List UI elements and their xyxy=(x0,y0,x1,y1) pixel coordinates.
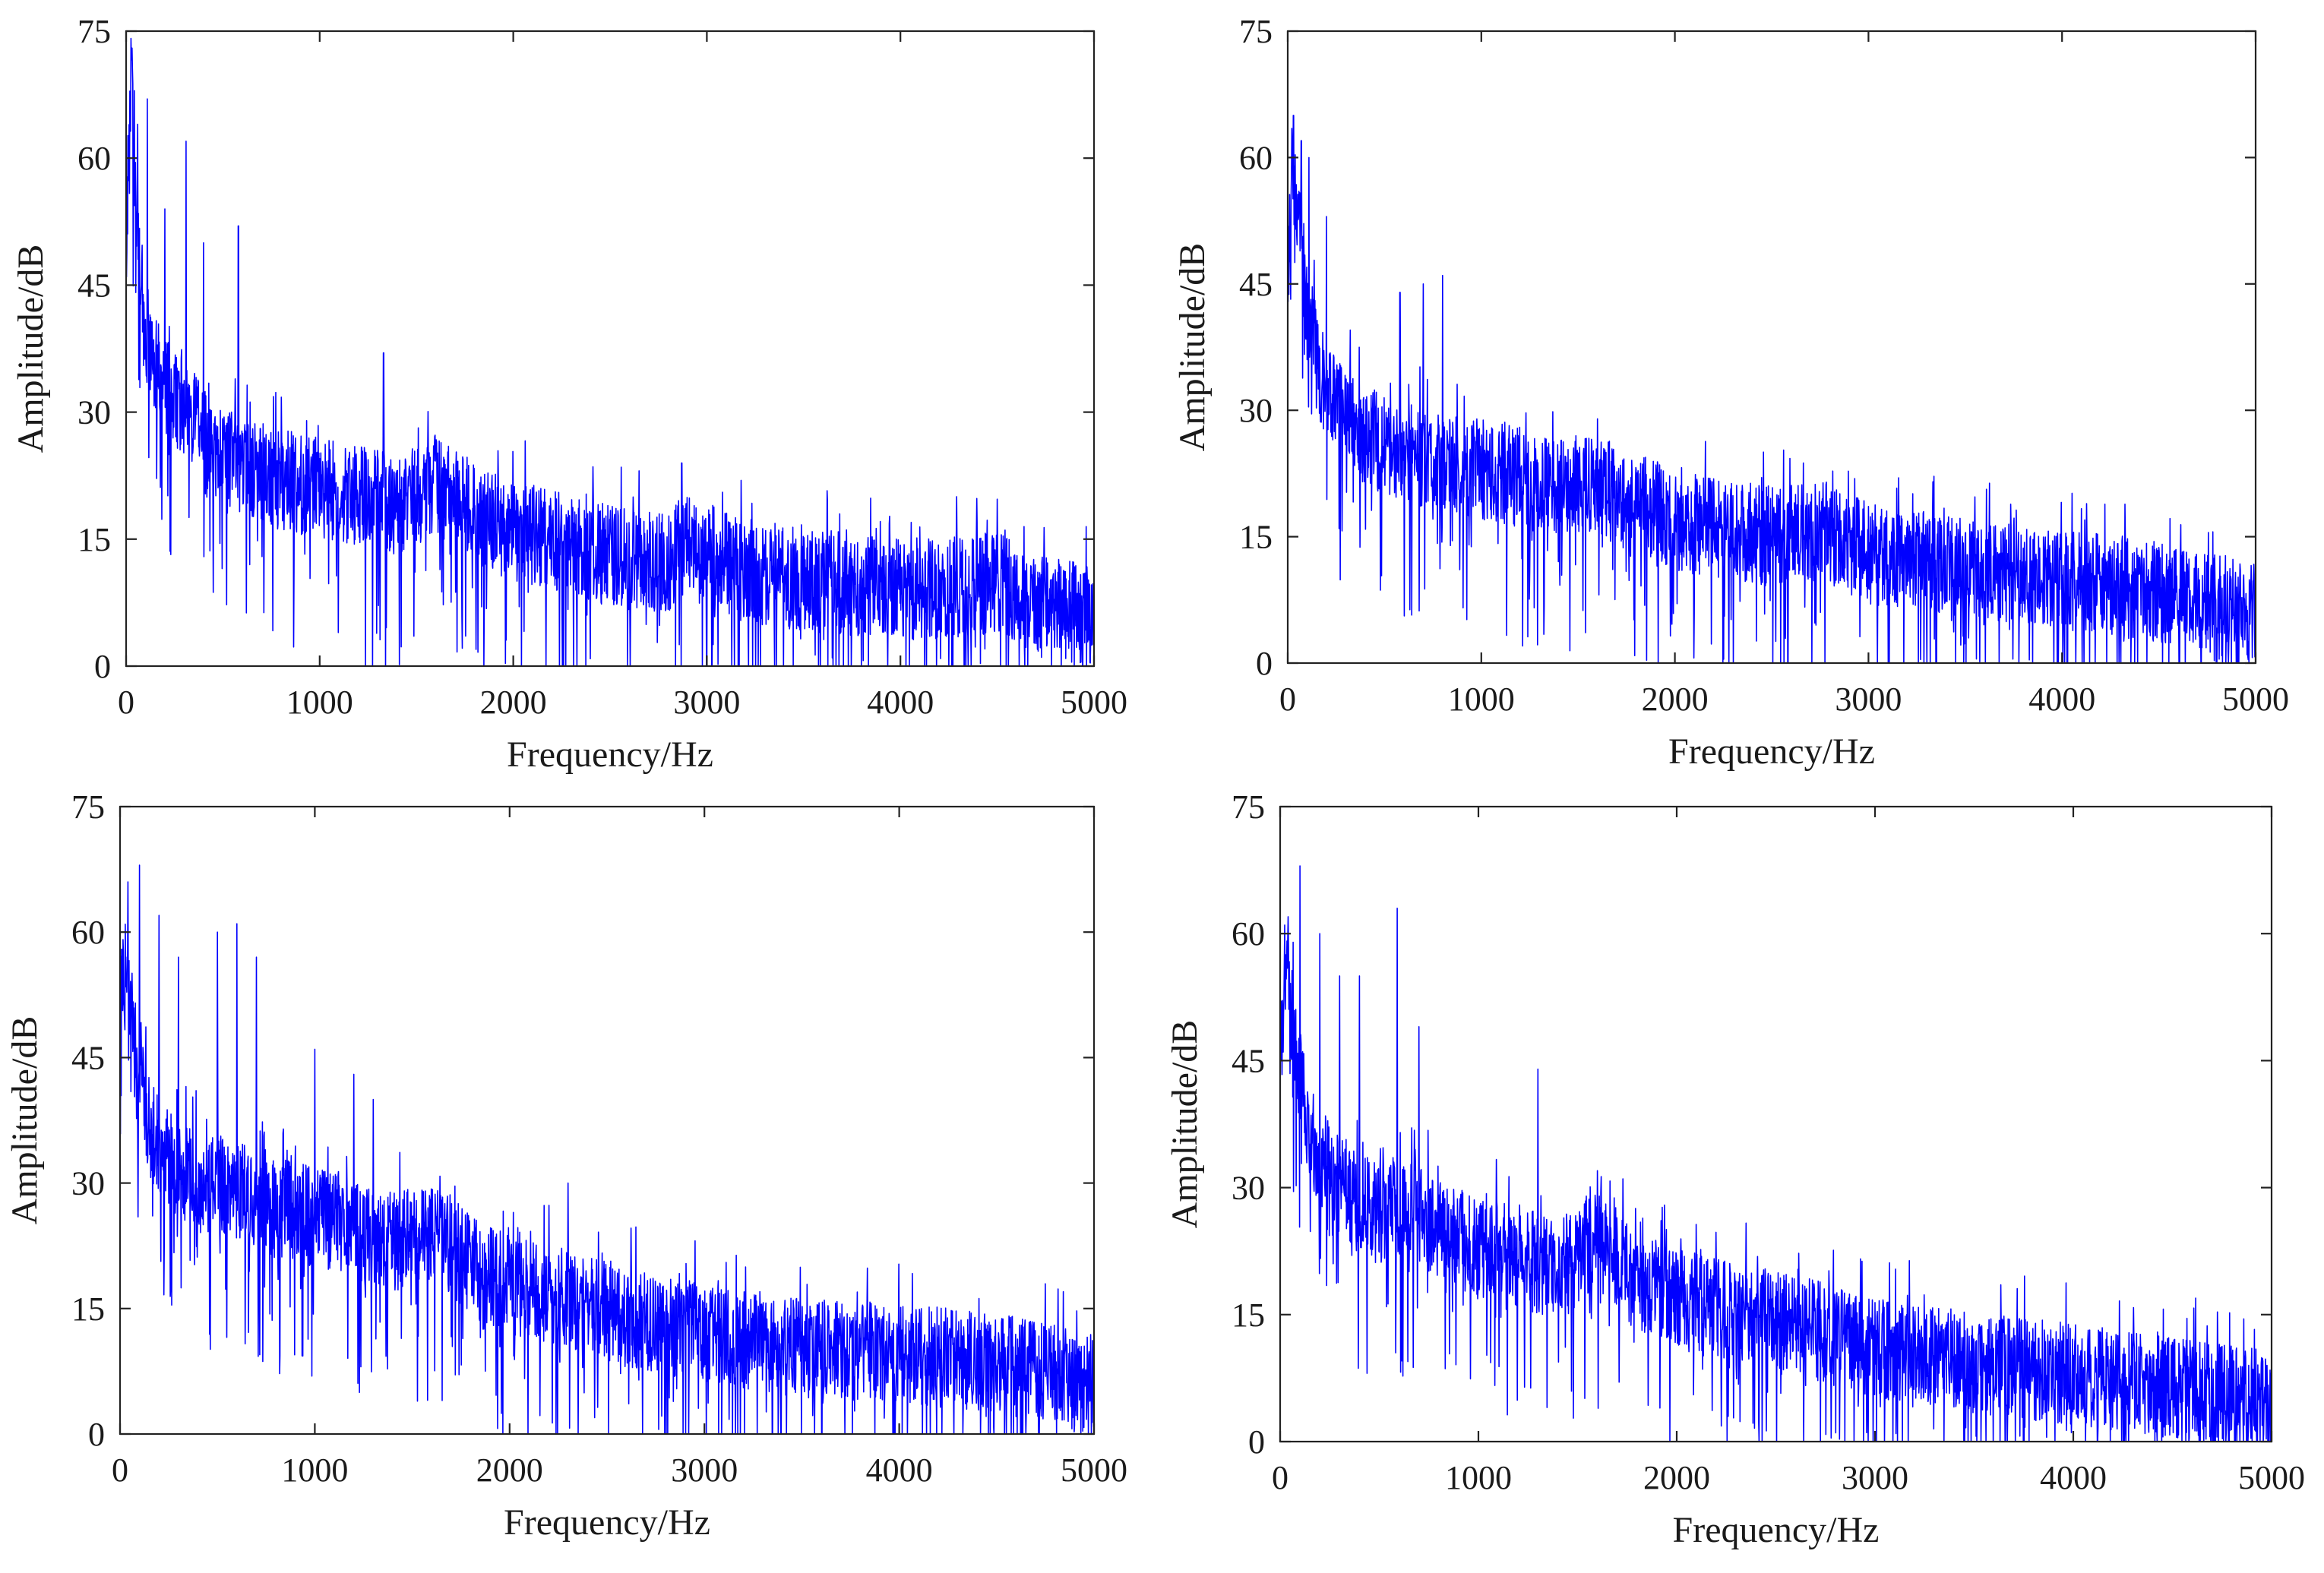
x-tick-label: 4000 xyxy=(2040,1459,2107,1496)
y-tick-label: 75 xyxy=(1239,13,1273,50)
x-tick-label: 1000 xyxy=(1448,681,1515,718)
chart-panel-1: 0 1000 2000 3000 4000 5000 0 15 30 45 60 75 Frequenc… xyxy=(11,13,1127,775)
y-tick-label: 30 xyxy=(1232,1170,1265,1207)
x-tick-label: 2000 xyxy=(1643,1459,1710,1496)
y-axis-title: Amplitude/dB xyxy=(11,245,51,453)
spectrum-trace xyxy=(126,37,1094,666)
x-tick-label: 2000 xyxy=(1642,681,1709,718)
y-tick-label: 30 xyxy=(1239,392,1273,429)
chart-panel-4: 0 1000 2000 3000 4000 5000 0 15 30 45 60 75 Frequenc… xyxy=(1165,788,2305,1550)
x-tick-label: 1000 xyxy=(286,684,353,721)
x-tick-label: 5000 xyxy=(2238,1459,2305,1496)
x-tick-label: 2000 xyxy=(480,684,547,721)
y-tick-label: 60 xyxy=(1239,139,1273,176)
spectrum-trace xyxy=(120,864,1094,1434)
plot-frame xyxy=(119,805,1096,1436)
y-tick-label: 45 xyxy=(71,1039,105,1076)
y-tick-label: 75 xyxy=(71,788,105,826)
x-tick-label: 1000 xyxy=(1445,1459,1512,1496)
x-tick-label: 1000 xyxy=(281,1451,348,1489)
x-tick-label: 4000 xyxy=(2028,681,2095,718)
y-tick-label: 0 xyxy=(88,1416,105,1453)
y-tick-label: 45 xyxy=(1232,1042,1265,1079)
x-tick-label: 0 xyxy=(1272,1459,1288,1496)
x-tick-label: 5000 xyxy=(2222,681,2289,718)
y-tick-label: 15 xyxy=(1232,1297,1265,1334)
y-tick-label: 45 xyxy=(1239,266,1273,303)
chart-panel-2: 0 1000 2000 3000 4000 5000 0 15 30 45 60 75 Frequenc… xyxy=(1172,13,2289,772)
y-axis-title: Amplitude/dB xyxy=(1165,1020,1205,1229)
y-tick-label: 0 xyxy=(1256,645,1273,682)
plot-frame xyxy=(125,30,1096,668)
y-tick-label: 15 xyxy=(77,521,111,558)
y-tick-label: 0 xyxy=(94,648,111,685)
x-tick-label: 0 xyxy=(1279,681,1296,718)
y-tick-label: 15 xyxy=(1239,519,1273,556)
y-tick-label: 15 xyxy=(71,1290,105,1328)
x-tick-label: 3000 xyxy=(1842,1459,1908,1496)
spectrum-trace xyxy=(1280,865,2272,1442)
spectrum-trace xyxy=(1288,115,2256,663)
x-axis-title: Frequency/Hz xyxy=(507,734,713,775)
plot-frame xyxy=(1279,805,2273,1443)
x-tick-label: 5000 xyxy=(1061,684,1127,721)
x-tick-label: 0 xyxy=(112,1451,128,1489)
x-tick-label: 3000 xyxy=(673,684,740,721)
chart-panel-3: 0 1000 2000 3000 4000 5000 0 15 30 45 60 75 Frequenc… xyxy=(5,788,1127,1543)
x-axis-title: Frequency/Hz xyxy=(1668,731,1875,772)
y-tick-label: 60 xyxy=(71,914,105,951)
y-tick-label: 75 xyxy=(77,13,111,50)
y-tick-label: 30 xyxy=(77,394,111,431)
x-tick-label: 3000 xyxy=(1835,681,1902,718)
y-tick-label: 60 xyxy=(1232,915,1265,952)
x-tick-label: 5000 xyxy=(1061,1451,1127,1489)
x-tick-label: 4000 xyxy=(866,1451,933,1489)
x-tick-label: 4000 xyxy=(867,684,934,721)
y-tick-label: 0 xyxy=(1248,1423,1265,1461)
y-tick-label: 45 xyxy=(77,267,111,304)
y-tick-label: 30 xyxy=(71,1165,105,1202)
y-tick-label: 75 xyxy=(1232,788,1265,826)
x-axis-title: Frequency/Hz xyxy=(504,1502,710,1543)
y-axis-title: Amplitude/dB xyxy=(1172,243,1213,452)
x-tick-label: 0 xyxy=(118,684,134,721)
x-tick-label: 3000 xyxy=(671,1451,738,1489)
x-axis-title: Frequency/Hz xyxy=(1673,1510,1880,1550)
plot-frame xyxy=(1286,30,2257,665)
x-tick-label: 2000 xyxy=(476,1451,543,1489)
y-tick-label: 60 xyxy=(77,140,111,177)
y-axis-title: Amplitude/dB xyxy=(5,1016,45,1225)
